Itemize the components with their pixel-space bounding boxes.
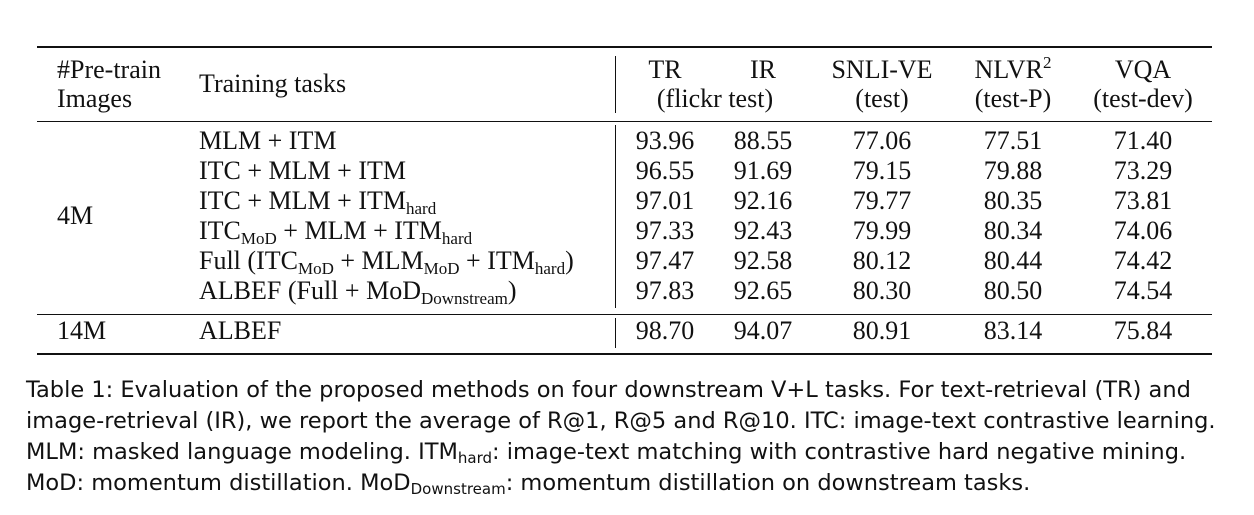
header-pretrain-line2: Images [57, 84, 133, 113]
row-snli-value: 80.12 [852, 246, 912, 275]
task-text: ALBEF (Full + MoD [199, 276, 421, 305]
row-task: ITC + MLM + ITMhard [199, 186, 437, 218]
row-ir-value: 91.69 [733, 156, 793, 185]
task-subscript: MoD [240, 229, 277, 248]
task-text: Full (ITC [199, 246, 298, 275]
row-tr-value: 97.01 [635, 186, 695, 215]
row-nlvr-value: 80.35 [983, 186, 1043, 215]
row-14m-nlvr: 83.14 [983, 316, 1043, 345]
row-ir-value: 92.43 [733, 216, 793, 245]
column-divider [615, 125, 616, 308]
row-vqa-value: 74.42 [1113, 246, 1173, 275]
row-task: MLM + ITM [199, 126, 336, 156]
caption-sub: Downstream [410, 480, 506, 498]
header-training-tasks: Training tasks [199, 69, 347, 98]
column-divider [615, 318, 616, 348]
row-tr-value: 96.55 [635, 156, 695, 185]
row-nlvr-value: 80.34 [983, 216, 1043, 245]
task-subscript: MoD [423, 259, 460, 278]
group-label-14m: 14M [57, 316, 107, 345]
row-task: ALBEF (Full + MoDDownstream) [199, 276, 517, 308]
row-nlvr-value: 79.88 [983, 156, 1043, 185]
group-label-4m: 4M [57, 201, 94, 230]
task-subscript: hard [441, 229, 473, 248]
table-header-rule [37, 121, 1212, 122]
row-snli-value: 77.06 [852, 126, 912, 155]
task-text: ITC + MLM + ITM [199, 186, 406, 215]
header-nlvr-test: (test-P) [974, 84, 1052, 113]
row-tr-value: 97.83 [635, 276, 695, 305]
row-task: ITC + MLM + ITM [199, 156, 406, 186]
row-vqa-value: 74.54 [1113, 276, 1173, 305]
task-subscript: MoD [297, 259, 334, 278]
header-nlvr-label: NLVR [974, 55, 1043, 84]
row-snli-value: 79.99 [852, 216, 912, 245]
task-text: + MLM [333, 246, 424, 275]
row-vqa-value: 73.29 [1113, 156, 1173, 185]
header-flickr-test: (flickr test) [656, 84, 774, 113]
task-text: + ITM [459, 246, 535, 275]
row-14m-ir: 94.07 [733, 316, 793, 345]
header-vqa: VQA [1114, 55, 1172, 84]
caption-text: : image-text matching with contrastive h… [26, 439, 1187, 496]
header-nlvr-sup: 2 [1042, 53, 1052, 72]
row-ir-value: 92.16 [733, 186, 793, 215]
task-subscript: hard [534, 259, 566, 278]
row-snli-value: 80.30 [852, 276, 912, 305]
header-snli-test: (test) [855, 84, 909, 113]
row-nlvr-value: 77.51 [983, 126, 1043, 155]
row-snli-value: 79.15 [852, 156, 912, 185]
row-ir-value: 92.65 [733, 276, 793, 305]
row-ir-value: 92.58 [733, 246, 793, 275]
row-vqa-value: 71.40 [1113, 126, 1173, 155]
row-tr-value: 93.96 [635, 126, 695, 155]
row-14m-tr: 98.70 [635, 316, 695, 345]
task-text: ) [507, 276, 517, 305]
header-ir: IR [750, 55, 776, 84]
table-group-rule [37, 314, 1212, 315]
column-divider [615, 56, 616, 113]
row-nlvr-value: 80.44 [983, 246, 1043, 275]
row-nlvr-value: 80.50 [983, 276, 1043, 305]
header-snli-ve: SNLI-VE [831, 55, 933, 84]
table-bottom-rule [37, 353, 1212, 355]
header-nlvr: NLVR2 [943, 53, 1083, 85]
row-tr-value: 97.33 [635, 216, 695, 245]
task-text: ) [565, 246, 574, 275]
header-pretrain-line1: #Pre-train [57, 55, 161, 84]
caption-text: Table 1: Evaluation of the proposed meth… [26, 377, 1216, 465]
task-text: + MLM + ITM [276, 216, 442, 245]
caption-text: : momentum distillation on downstream ta… [505, 470, 1031, 496]
row-task: Full (ITCMoD + MLMMoD + ITMhard) [199, 246, 574, 278]
row-snli-value: 79.77 [852, 186, 912, 215]
caption-sub: hard [457, 449, 493, 467]
row-14m-snli: 80.91 [852, 316, 912, 345]
table-caption: Table 1: Evaluation of the proposed meth… [26, 375, 1238, 499]
task-text: ITC + MLM + ITM [199, 156, 406, 185]
row-tr-value: 97.47 [635, 246, 695, 275]
row-vqa-value: 73.81 [1113, 186, 1173, 215]
task-text: MLM + ITM [199, 126, 337, 155]
task-subscript: Downstream [420, 289, 508, 308]
task-text: ITC [199, 216, 241, 245]
header-vqa-test: (test-dev) [1093, 84, 1193, 113]
row-task: ITCMoD + MLM + ITMhard [199, 216, 473, 248]
header-tr: TR [648, 55, 682, 84]
task-subscript: hard [405, 199, 437, 218]
row-ir-value: 88.55 [733, 126, 793, 155]
row-14m-vqa: 75.84 [1113, 316, 1173, 345]
row-14m-task: ALBEF [199, 316, 282, 345]
row-vqa-value: 74.06 [1113, 216, 1173, 245]
table-top-rule [37, 46, 1212, 48]
